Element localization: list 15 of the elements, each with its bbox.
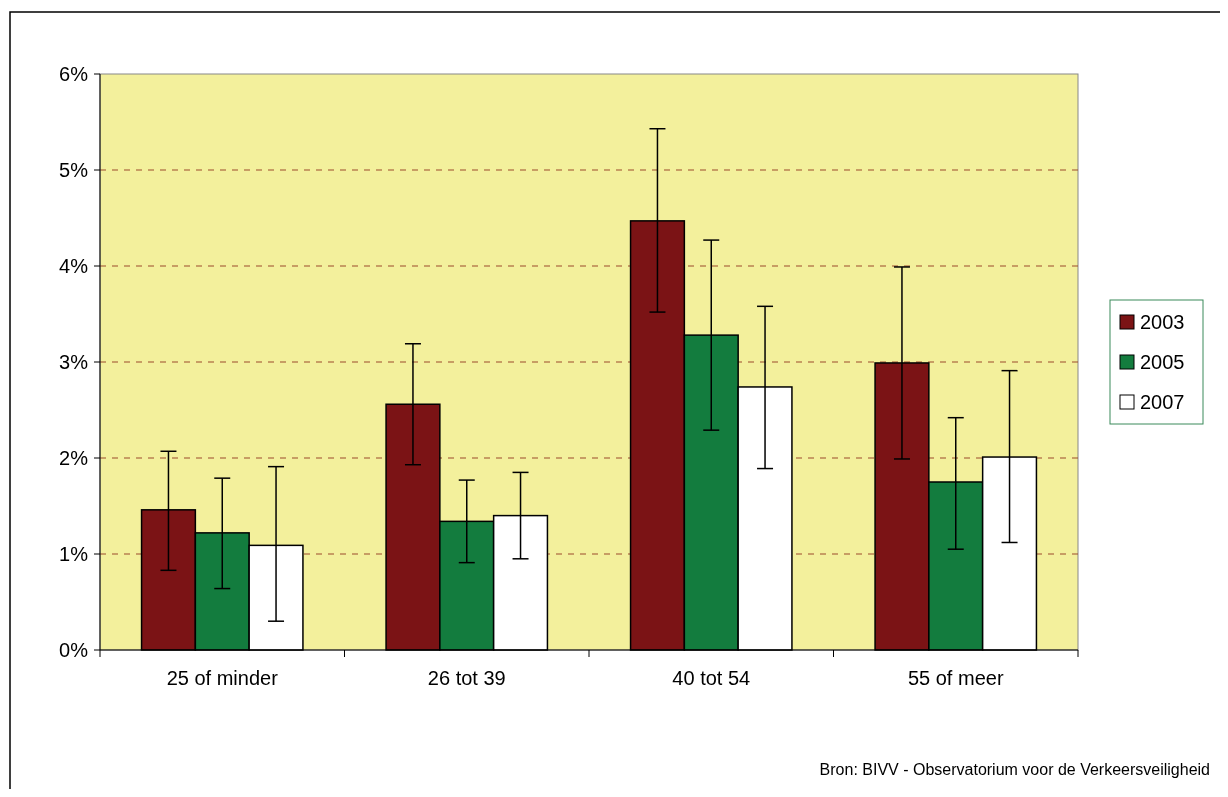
y-tick-label: 5% — [59, 159, 89, 181]
y-tick-label: 0% — [59, 639, 89, 661]
x-tick-label: 55 of meer — [907, 667, 1004, 689]
y-tick-label: 3% — [59, 351, 89, 373]
legend-label: 2007 — [1140, 391, 1185, 413]
y-tick-label: 4% — [59, 255, 89, 277]
x-tick-label: 26 tot 39 — [427, 667, 506, 689]
legend-label: 2005 — [1140, 351, 1185, 373]
y-tick-label: 2% — [59, 447, 89, 469]
x-tick-label: 25 of minder — [166, 667, 279, 689]
text: Bron: BIVV - Observatorium voor de Verkeersveiligheid — [819, 761, 1210, 778]
y-tick-label: 6% — [59, 63, 89, 85]
y-tick-label: 1% — [59, 543, 89, 565]
x-tick-label: 40 tot 54 — [672, 667, 751, 689]
legend-label: 2003 — [1140, 311, 1185, 333]
